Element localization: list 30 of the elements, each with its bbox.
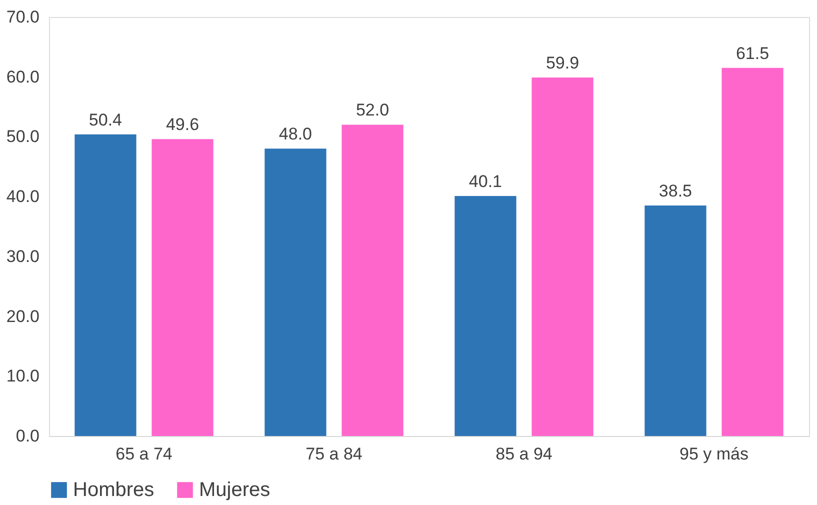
data-label: 59.9 xyxy=(546,53,580,72)
y-tick-label: 60.0 xyxy=(6,67,40,86)
data-label: 49.6 xyxy=(166,115,200,134)
bar xyxy=(264,148,326,436)
y-tick-label: 0.0 xyxy=(16,426,40,446)
y-tick-label: 10.0 xyxy=(6,366,40,386)
x-tick-label: 75 a 84 xyxy=(306,444,362,464)
data-label: 52.0 xyxy=(356,100,390,120)
bar xyxy=(532,77,594,436)
x-tick-label: 85 a 94 xyxy=(496,444,552,464)
data-label: 61.5 xyxy=(736,44,770,63)
x-tick-label: 65 a 74 xyxy=(116,444,172,464)
legend-label: Hombres xyxy=(73,479,154,501)
data-label: 50.4 xyxy=(88,110,122,130)
bar xyxy=(722,68,784,436)
bar xyxy=(454,196,516,436)
data-label: 38.5 xyxy=(658,182,692,201)
y-tick-label: 50.0 xyxy=(6,127,40,146)
legend-label: Mujeres xyxy=(199,479,270,501)
bar xyxy=(74,134,136,436)
bar xyxy=(342,124,404,436)
y-tick-label: 20.0 xyxy=(6,306,40,326)
y-tick-label: 30.0 xyxy=(6,246,40,266)
data-label: 48.0 xyxy=(278,124,312,144)
bar xyxy=(152,139,214,436)
y-tick-label: 40.0 xyxy=(6,187,40,206)
x-tick-label: 95 y más xyxy=(680,444,748,464)
y-tick-label: 70.0 xyxy=(6,8,40,26)
bar xyxy=(644,206,706,436)
data-label: 40.1 xyxy=(468,172,502,191)
